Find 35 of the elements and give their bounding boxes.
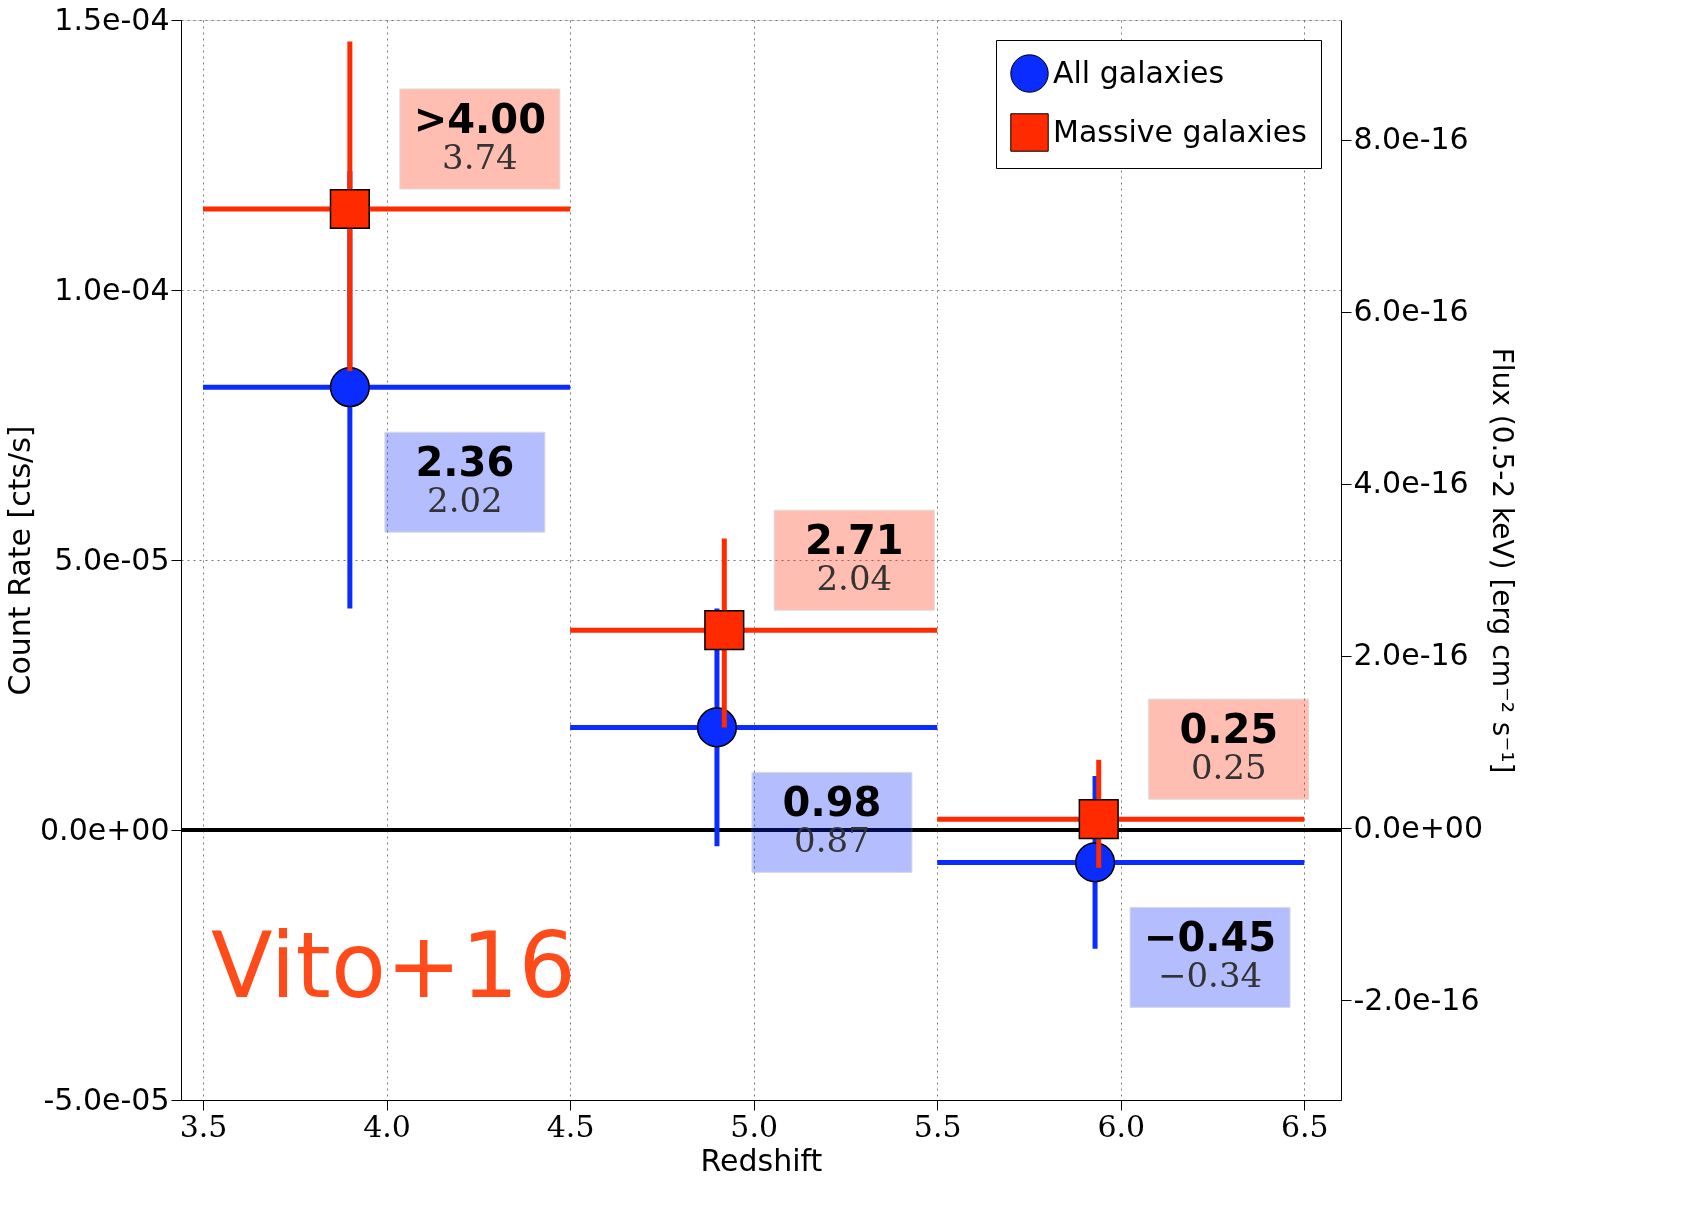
y-tick-label: 1.5e-04 bbox=[54, 1, 170, 37]
y2-axis-title: Flux (0.5-2 keV) [erg cm⁻² s⁻¹] bbox=[1485, 347, 1519, 774]
annotation: Vito+16 bbox=[211, 913, 576, 1018]
y2-tick-label: 8.0e-16 bbox=[1353, 121, 1469, 157]
x-tick-label: 4.5 bbox=[546, 1108, 595, 1144]
annotation: −0.45 −0.34 bbox=[1143, 914, 1277, 996]
x-tick-label: 6.5 bbox=[1280, 1108, 1329, 1144]
x-tick-label: 6.0 bbox=[1097, 1108, 1146, 1144]
point bbox=[1078, 799, 1119, 840]
annotation: >4.00 3.74 bbox=[413, 96, 546, 177]
y-tick-label: 5.0e-05 bbox=[54, 541, 170, 577]
annotation: 2.71 2.04 bbox=[804, 517, 904, 599]
x-tick-label: 5.0 bbox=[730, 1108, 779, 1144]
x-tick-label: 3.5 bbox=[179, 1108, 228, 1144]
point bbox=[329, 367, 370, 408]
y2-tick-label: 4.0e-16 bbox=[1353, 465, 1469, 501]
annotation: 0.98 0.87 bbox=[782, 779, 882, 861]
x-tick-label: 5.5 bbox=[913, 1108, 962, 1144]
x-tick-label: 4.0 bbox=[363, 1108, 411, 1144]
y-tick-label: 1.0e-04 bbox=[54, 271, 170, 307]
point bbox=[329, 188, 370, 230]
point bbox=[704, 610, 745, 651]
legend-label: Massive galaxies bbox=[1053, 113, 1307, 149]
annotation: 0.25 0.25 bbox=[1179, 706, 1279, 788]
y2-tick-label: 0.0e+00 bbox=[1353, 809, 1483, 845]
y2-tick-label: -2.0e-16 bbox=[1353, 981, 1480, 1017]
y2-tick-label: 6.0e-16 bbox=[1353, 293, 1469, 329]
point bbox=[696, 707, 738, 748]
y2-tick-label: 2.0e-16 bbox=[1353, 637, 1469, 673]
y-tick-label: -5.0e-05 bbox=[43, 1081, 170, 1117]
x-axis-title: Redshift bbox=[700, 1142, 823, 1178]
y-tick-label: 0.0e+00 bbox=[40, 811, 170, 847]
y-axis-title: Count Rate [cts/s] bbox=[2, 425, 38, 696]
annotation: 2.36 2.02 bbox=[415, 439, 515, 521]
legend-label: All galaxies bbox=[1053, 54, 1225, 90]
